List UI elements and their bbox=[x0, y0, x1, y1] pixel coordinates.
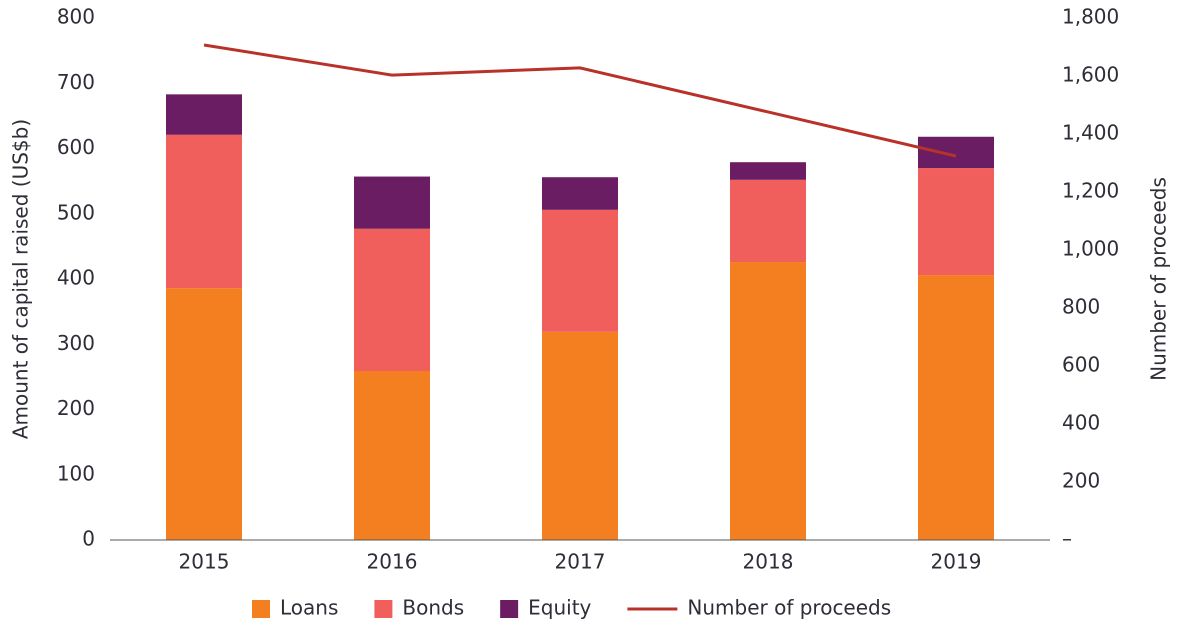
y-tick-label: 100 bbox=[57, 461, 95, 485]
y-axis-title: Amount of capital raised (US$b) bbox=[9, 119, 33, 439]
line-series bbox=[203, 43, 957, 158]
bar-segment bbox=[730, 179, 806, 263]
y-tick-label: 400 bbox=[57, 266, 95, 290]
legend-swatch bbox=[252, 600, 270, 618]
y-tick-label: 300 bbox=[57, 331, 95, 355]
y2-tick-label: 1,600 bbox=[1062, 63, 1119, 87]
x-tick-label: 2018 bbox=[743, 550, 794, 574]
bar-segment bbox=[166, 134, 242, 289]
bar-segment bbox=[354, 371, 430, 540]
bar-segment bbox=[166, 288, 242, 540]
bar-segment bbox=[166, 94, 242, 135]
y-tick-label: 200 bbox=[57, 396, 95, 420]
x-tick-label: 2017 bbox=[555, 550, 606, 574]
x-tick-label: 2019 bbox=[931, 550, 982, 574]
legend-label: Loans bbox=[280, 596, 338, 620]
legend-label: Number of proceeds bbox=[687, 596, 891, 620]
y2-tick-label: 400 bbox=[1062, 411, 1100, 435]
bar-segment bbox=[918, 136, 994, 169]
y-tick-label: 600 bbox=[57, 135, 95, 159]
bar-segment bbox=[918, 275, 994, 540]
y-tick-label: 0 bbox=[82, 527, 95, 551]
y2-tick-label: 1,400 bbox=[1062, 121, 1119, 145]
y-tick-label: 800 bbox=[57, 5, 95, 29]
y-tick-label: 700 bbox=[57, 70, 95, 94]
bar-segment bbox=[730, 162, 806, 180]
bar-segment bbox=[542, 177, 618, 210]
bar-segment bbox=[354, 228, 430, 372]
bar-segment bbox=[918, 168, 994, 276]
y2-tick-label: 800 bbox=[1062, 295, 1100, 319]
y2-tick-label: 200 bbox=[1062, 469, 1100, 493]
y2-tick-label: 1,800 bbox=[1062, 5, 1119, 29]
y2-tick-label: 600 bbox=[1062, 353, 1100, 377]
x-tick-label: 2016 bbox=[367, 550, 418, 574]
legend-swatch bbox=[500, 600, 519, 618]
y2-tick-label: – bbox=[1062, 527, 1072, 551]
y2-tick-label: 1,200 bbox=[1062, 179, 1119, 203]
bar-segment bbox=[730, 262, 806, 540]
y2-axis-title: Number of proceeds bbox=[1147, 177, 1171, 381]
legend-label: Bonds bbox=[402, 596, 464, 620]
legend-swatch bbox=[374, 600, 393, 618]
bar-segment bbox=[542, 209, 618, 332]
legend-label: Equity bbox=[528, 596, 591, 620]
bar-segment bbox=[542, 331, 618, 540]
y2-tick-label: 1,000 bbox=[1062, 237, 1119, 261]
bar-segment bbox=[354, 176, 430, 229]
y-tick-label: 500 bbox=[57, 200, 95, 224]
x-tick-label: 2015 bbox=[179, 550, 230, 574]
